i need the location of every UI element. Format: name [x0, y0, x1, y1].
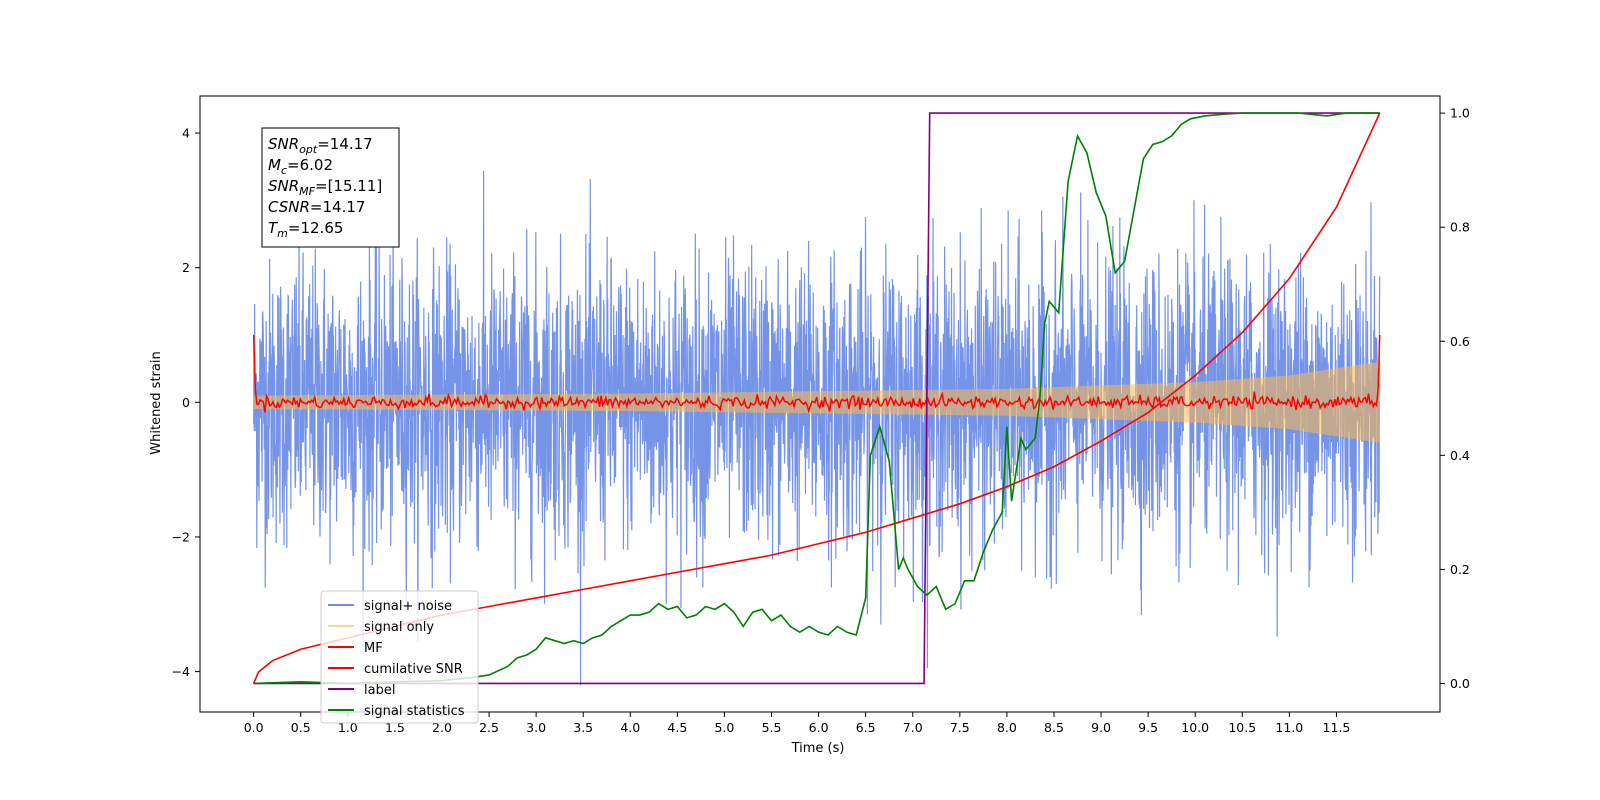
y-axis-label: Whitened strain: [149, 351, 164, 454]
x-tick-label: 2.5: [479, 720, 499, 735]
info-box-frame: [261, 127, 400, 248]
x-tick-label: 2.0: [432, 720, 452, 735]
series-line-signal-statistics: [253, 112, 1380, 685]
legend-label: cumilative SNR: [364, 662, 463, 677]
info-box-subscript: opt: [299, 143, 318, 156]
legend: signal+ noise signal only MF cumilative SNR…: [320, 590, 479, 724]
x-tick-label: 6.0: [809, 720, 829, 735]
x-tick-label: 10.0: [1181, 720, 1209, 735]
legend-frame: [320, 590, 479, 724]
x-axis: 0.0 0.5 1.0 1.5 2.0 2.5 3.0 3.5 4.0 4.5 5.0 5.5 6.0 6…: [244, 712, 1351, 735]
legend-label: MF: [364, 641, 383, 656]
x-axis-label: Time (s): [791, 741, 845, 756]
y-left-tick-label: 0: [182, 395, 190, 410]
x-tick-label: 0.0: [244, 720, 264, 735]
info-box-value: =6.02: [287, 156, 333, 174]
y-right-tick-label: 0.0: [1450, 676, 1470, 691]
legend-label: label: [364, 683, 395, 698]
x-tick-label: 1.0: [338, 720, 358, 735]
axes-frame: [199, 95, 1441, 713]
legend-label: signal statistics: [364, 704, 465, 719]
info-box-line: SNRMF=[15.11]: [268, 177, 382, 198]
y-left-tick-label: −4: [172, 664, 190, 679]
x-tick-label: 0.5: [291, 720, 311, 735]
info-box-subscript: m: [277, 227, 288, 240]
x-tick-label: 7.0: [903, 720, 923, 735]
x-tick-label: 3.0: [526, 720, 546, 735]
info-box-symbol: M: [268, 156, 281, 174]
x-tick-label: 5.0: [714, 720, 734, 735]
info-box-value: =14.17: [310, 198, 366, 216]
series-line-mf: [252, 334, 1381, 414]
info-box-symbol: T: [268, 219, 279, 237]
x-tick-label: 8.5: [1044, 720, 1064, 735]
x-tick-label: 5.5: [762, 720, 782, 735]
info-box-line: CSNR=14.17: [268, 198, 365, 216]
info-box-symbol: CSNR: [268, 198, 310, 216]
info-box-value: =12.65: [288, 219, 344, 237]
info-box-subscript: MF: [299, 185, 315, 198]
series-line-label: [253, 112, 1380, 685]
info-box-line: SNRopt=14.17: [268, 135, 373, 156]
x-tick-label: 11.0: [1275, 720, 1303, 735]
x-tick-label: 9.5: [1138, 720, 1158, 735]
legend-label: signal only: [364, 620, 434, 635]
info-box-line: Mc=6.02: [268, 156, 333, 177]
x-tick-label: 8.0: [997, 720, 1017, 735]
x-tick-label: 4.0: [620, 720, 640, 735]
x-tick-label: 6.5: [856, 720, 876, 735]
info-box-symbol: SNR: [268, 135, 299, 153]
info-box-value: =14.17: [317, 135, 373, 153]
info-box-line: Tm=12.65: [268, 219, 343, 240]
x-tick-label: 7.5: [950, 720, 970, 735]
legend-label: signal+ noise: [364, 599, 452, 614]
x-tick-label: 4.5: [667, 720, 687, 735]
info-box-symbol: SNR: [268, 177, 299, 195]
y-right-tick-label: 0.8: [1450, 220, 1470, 235]
y-right-tick-label: 0.6: [1450, 334, 1470, 349]
x-tick-label: 3.5: [573, 720, 593, 735]
y-left-tick-label: −2: [172, 529, 190, 544]
y-right-tick-label: 1.0: [1450, 106, 1470, 121]
series-line-signal-noise: [253, 170, 1381, 686]
info-box-subscript: c: [281, 164, 287, 177]
series-line-signal-only: [253, 361, 1381, 443]
y-right-tick-label: 0.2: [1450, 562, 1470, 577]
y-axis-right: 0.0 0.2 0.4 0.6 0.8 1.0: [1440, 106, 1470, 691]
x-tick-label: 1.5: [385, 720, 405, 735]
x-tick-label: 9.0: [1091, 720, 1111, 735]
y-right-tick-label: 0.4: [1450, 448, 1470, 463]
x-tick-label: 11.5: [1323, 720, 1351, 735]
info-box-value: =[15.11]: [315, 177, 382, 195]
y-left-tick-label: 2: [182, 260, 190, 275]
y-left-tick-label: 4: [182, 126, 190, 141]
info-box: SNRopt=14.17Mc=6.02SNRMF=[15.11]CSNR=14.…: [261, 127, 400, 248]
x-tick-label: 10.5: [1228, 720, 1256, 735]
y-axis-left: −4 −2 0 2 4: [172, 126, 200, 679]
